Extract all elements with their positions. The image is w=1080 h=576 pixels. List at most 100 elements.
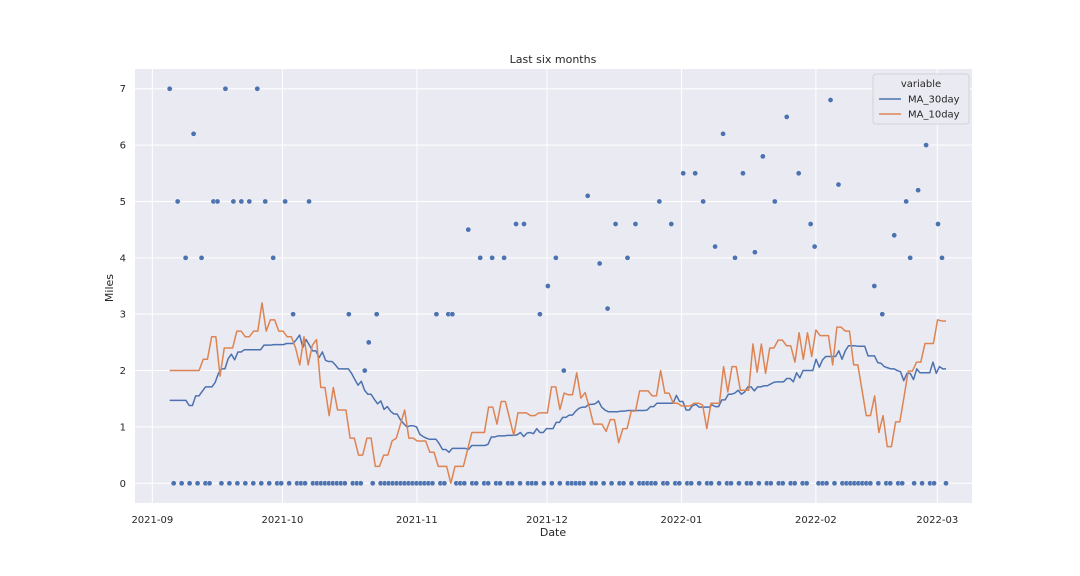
scatter-point (365, 339, 372, 346)
plot-area (135, 69, 972, 503)
scatter-point (489, 255, 495, 261)
scatter-point (935, 221, 941, 227)
scatter-point (190, 131, 197, 137)
scatter-point (716, 480, 722, 487)
scatter-point (501, 255, 507, 261)
y-tick-label: 7 (120, 84, 126, 95)
y-tick-label: 5 (120, 197, 126, 208)
scatter-point (234, 480, 241, 487)
scatter-point (939, 255, 945, 261)
scatter-point (170, 480, 177, 487)
legend-title: variable (901, 79, 941, 90)
scatter-point (497, 480, 503, 487)
x-axis-label: Date (540, 526, 567, 539)
x-tick-label: 2021-09 (131, 515, 173, 526)
scatter-point (688, 480, 695, 487)
scatter-point (441, 480, 448, 487)
scatter-point (748, 480, 754, 487)
scatter-point (676, 480, 683, 487)
scatter-point (549, 480, 555, 487)
scatter-point (521, 221, 527, 227)
scatter-point (242, 480, 249, 487)
scatter-point (903, 198, 909, 205)
scatter-point (931, 480, 937, 487)
scatter-point (194, 480, 201, 487)
line-series (169, 302, 946, 485)
scatter-point (879, 311, 886, 317)
scatter-point (541, 480, 547, 487)
scatter-point (218, 480, 225, 487)
scatter-point (807, 221, 814, 227)
scatter-point (768, 480, 774, 487)
scatter-point (584, 193, 591, 199)
legend-box (872, 73, 970, 125)
scatter-point (254, 85, 261, 92)
scatter-point (545, 283, 551, 289)
scatter-point (302, 480, 308, 487)
y-tick-label: 2 (120, 366, 126, 377)
scatter-point (592, 480, 599, 487)
scatter-point (732, 255, 738, 261)
scatter-point (477, 255, 484, 261)
y-tick-label: 4 (120, 253, 126, 264)
scatter-point (537, 311, 543, 317)
scatter-point (899, 480, 905, 487)
scatter-point (465, 226, 472, 233)
scatter-point (286, 480, 292, 487)
chart-title: Last six months (510, 53, 597, 66)
scatter-point (342, 480, 348, 487)
scatter-point (628, 480, 635, 487)
scatter-point (943, 480, 949, 487)
scatter-point (612, 221, 619, 227)
scatter-point (831, 480, 838, 487)
scatter-point (891, 232, 898, 239)
scatter-point (198, 255, 205, 261)
scatter-point (206, 480, 213, 487)
scatter-point (783, 114, 790, 120)
scatter-point (791, 480, 798, 487)
scatter-point (728, 480, 734, 487)
y-axis-label: Miles (103, 274, 116, 302)
scatter-point (429, 480, 436, 487)
scatter-point (756, 480, 762, 487)
series-line-ma-30day (169, 334, 946, 454)
scatter-point (779, 480, 786, 487)
scatter-point (282, 198, 288, 205)
scatter-point (624, 255, 631, 261)
scatter-point (632, 221, 639, 227)
scatter-point (580, 480, 587, 487)
scatter-point (182, 255, 189, 261)
scatter-point (823, 480, 830, 487)
scatter-point (795, 170, 802, 177)
scatter-point (361, 367, 368, 374)
y-tick-label: 6 (120, 141, 126, 152)
scatter-point (692, 170, 698, 177)
scatter-point (226, 480, 233, 487)
scatter-point (736, 480, 742, 487)
scatter-point (772, 198, 778, 205)
y-tick-label: 1 (120, 422, 126, 433)
scatter-point (911, 480, 917, 487)
scatter-point (346, 311, 352, 317)
scatter-point (752, 249, 758, 255)
scatter-point (369, 480, 376, 487)
scatter-point (803, 480, 810, 487)
scatter-point (561, 367, 567, 374)
scatter-point (290, 311, 296, 317)
scatter-point (680, 170, 687, 177)
scatter-point (827, 97, 834, 103)
scatter-point (712, 243, 718, 250)
scatter-point (811, 243, 818, 250)
x-tick-label: 2021-12 (526, 515, 568, 526)
scatter-point (919, 480, 925, 487)
x-tick-label: 2022-01 (661, 515, 703, 526)
scatter-point (433, 311, 440, 317)
scatter-point (656, 198, 663, 205)
scatter-point (557, 480, 563, 487)
scatter-point (449, 311, 456, 317)
x-tick-label: 2021-11 (396, 515, 438, 526)
scatter-point (600, 480, 607, 487)
scatter-point (604, 305, 611, 312)
scatter-point (270, 255, 277, 261)
